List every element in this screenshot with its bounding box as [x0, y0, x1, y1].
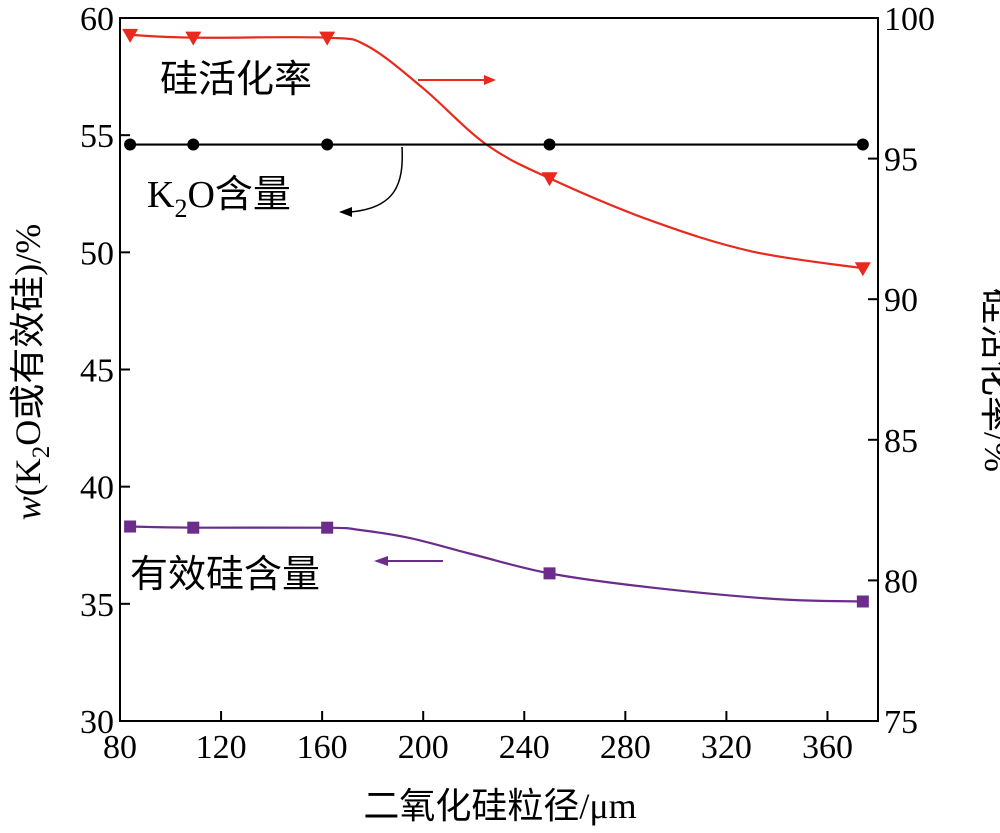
x-tick-label-200: 200	[398, 729, 449, 766]
series-line-0	[130, 33, 864, 270]
series-1-point-1	[187, 138, 200, 151]
y-right-tick-label-90: 90	[884, 282, 918, 319]
annotation-k2o-content: K2O含量	[147, 174, 291, 223]
series-line-2	[130, 525, 863, 603]
annotation-available-silicon: 有效硅含量	[130, 554, 320, 596]
x-tick-label-320: 320	[701, 729, 752, 766]
y-left-tick-label-30: 30	[80, 704, 114, 741]
arrow-k2o-content	[349, 146, 404, 213]
series-2-point-0	[124, 520, 137, 533]
y-right-tick-label-100: 100	[884, 1, 935, 38]
plot-frame	[119, 17, 879, 722]
y-left-tick-label-45: 45	[80, 353, 114, 390]
series-0-point-3	[541, 172, 558, 187]
series-2-point-1	[187, 521, 200, 534]
y-right-tick-label-85: 85	[884, 423, 918, 460]
y-left-tick-label-50: 50	[80, 235, 114, 272]
x-tick-label-120: 120	[196, 729, 247, 766]
x-tick-label-280: 280	[600, 729, 651, 766]
series-0-point-1	[185, 31, 202, 46]
y-left-tick-label-40: 40	[80, 470, 114, 507]
axes: 80 120 160 200 240 280 320 360 30 35 40 45 50 55 60 75 8…	[80, 1, 935, 766]
series-1-point-0	[124, 138, 137, 151]
series-1-point-4	[856, 138, 869, 151]
series-0-point-4	[854, 262, 871, 277]
annotation-activation-rate: 硅活化率	[160, 59, 312, 101]
y-right-tick-label-95: 95	[884, 142, 918, 179]
series-1-point-2	[321, 138, 334, 151]
arrowhead-activation-rate	[484, 75, 496, 85]
x-tick-label-240: 240	[499, 729, 550, 766]
x-tick-label-160: 160	[297, 729, 348, 766]
series-0-point-0	[122, 28, 139, 43]
arrowhead-k2o-content	[339, 207, 352, 217]
series-0-point-2	[319, 31, 336, 46]
y-left-tick-label-60: 60	[80, 1, 114, 38]
y-right-tick-label-75: 75	[884, 704, 918, 741]
y-right-tick-label-80: 80	[884, 563, 918, 600]
x-tick-label-80: 80	[103, 729, 137, 766]
x-tick-label-360: 360	[802, 729, 853, 766]
series-2-point-2	[321, 521, 334, 534]
arrowhead-available-silicon	[374, 556, 388, 566]
y-axis-title-left: w(K2O或有效硅)/%	[8, 224, 55, 521]
y-left-tick-label-55: 55	[80, 118, 114, 155]
y-left-tick-label-35: 35	[80, 587, 114, 624]
series-2-point-3	[543, 567, 556, 580]
y-axis-title-right: 硅活化率/%	[977, 288, 1000, 472]
annotations: 硅活化率 K2O含量 有效硅含量	[130, 59, 496, 596]
series-1-point-3	[543, 138, 556, 151]
series-layer	[122, 28, 871, 608]
x-axis-title: 二氧化硅粒径/μm	[363, 786, 636, 826]
series-2-point-4	[856, 595, 869, 608]
